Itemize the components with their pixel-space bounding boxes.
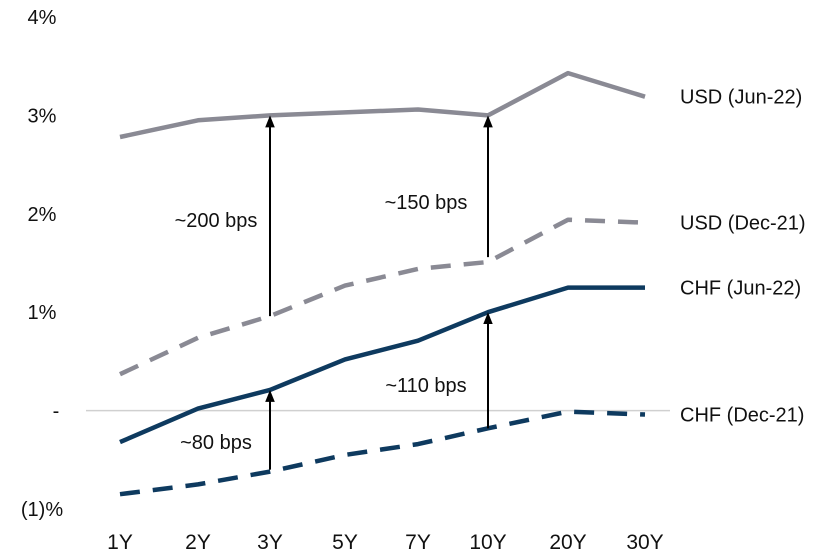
x-axis-ticks: 1Y 2Y 3Y 5Y 7Y 10Y 20Y 30Y <box>107 531 664 554</box>
y-tick-label: (1)% <box>21 499 63 521</box>
x-tick-label: 3Y <box>257 531 283 554</box>
series-label-usd-dec-21: USD (Dec-21) <box>680 213 806 235</box>
y-tick-label: 3% <box>28 105 57 127</box>
annotations: ~200 bps ~150 bps ~80 bps ~110 bps <box>175 115 493 470</box>
x-tick-label: 10Y <box>469 531 506 554</box>
x-tick-label: 7Y <box>405 531 431 554</box>
annotation-label: ~150 bps <box>385 192 468 214</box>
x-tick-label: 5Y <box>332 531 358 554</box>
series-label-chf-dec-21: CHF (Dec-21) <box>680 405 804 427</box>
series-lines <box>119 70 646 497</box>
annotation-label: ~110 bps <box>385 375 466 397</box>
y-axis-ticks: 4% 3% 2% 1% - (1)% <box>21 7 63 521</box>
y-tick-label: 4% <box>28 7 57 29</box>
series-labels: USD (Jun-22) USD (Dec-21) CHF (Jun-22) CHF … <box>680 87 806 427</box>
x-tick-label: 2Y <box>185 531 211 554</box>
annotation-label: ~80 bps <box>180 432 252 454</box>
y-tick-label: 2% <box>28 204 57 226</box>
x-tick-label: 30Y <box>626 531 663 554</box>
series-label-chf-jun-22: CHF (Jun-22) <box>680 278 801 300</box>
y-tick-label: 1% <box>28 302 57 324</box>
x-tick-label: 1Y <box>107 531 133 554</box>
series-line-chf-jun-22 <box>119 285 645 445</box>
series-line-chf-dec-21 <box>119 409 646 497</box>
series-label-usd-jun-22: USD (Jun-22) <box>680 87 802 109</box>
series-line-usd-dec-21 <box>119 217 646 377</box>
annotation-label: ~200 bps <box>175 210 258 232</box>
y-tick-label: - <box>53 401 60 423</box>
x-tick-label: 20Y <box>549 531 586 554</box>
series-line-usd-jun-22 <box>119 70 646 140</box>
